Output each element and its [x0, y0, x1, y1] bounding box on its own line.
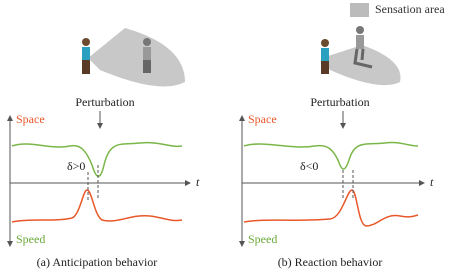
person-a — [82, 38, 90, 74]
delta-label: δ<0 — [300, 159, 318, 173]
caption: (a) Anticipation behavior — [37, 255, 158, 269]
space-curve — [11, 141, 183, 177]
legend-label: Sensation area — [375, 2, 445, 16]
space-label: Space — [16, 112, 45, 126]
speed-curve — [11, 189, 183, 223]
time-label: t — [196, 175, 200, 189]
space-label: Space — [248, 112, 277, 126]
speed-label: Speed — [248, 232, 277, 246]
perturbation-label: Perturbation — [310, 95, 369, 109]
person-b — [353, 26, 373, 69]
space-curve — [243, 141, 419, 170]
person-b — [143, 38, 151, 73]
sensation-area — [88, 28, 185, 87]
time-label: t — [430, 175, 434, 189]
speed-label: Speed — [16, 232, 45, 246]
speed-curve — [243, 189, 419, 227]
delta-label: δ>0 — [67, 159, 85, 173]
legend-swatch — [350, 3, 369, 17]
caption: (b) Reaction behavior — [278, 255, 383, 269]
perturbation-label: Perturbation — [75, 95, 134, 109]
person-a — [321, 39, 329, 74]
panel-b: Perturbation Space Speed t δ<0 (b) React… — [239, 26, 434, 269]
panel-a: Perturbation Space Speed t δ>0 (a) Antic… — [7, 28, 200, 269]
